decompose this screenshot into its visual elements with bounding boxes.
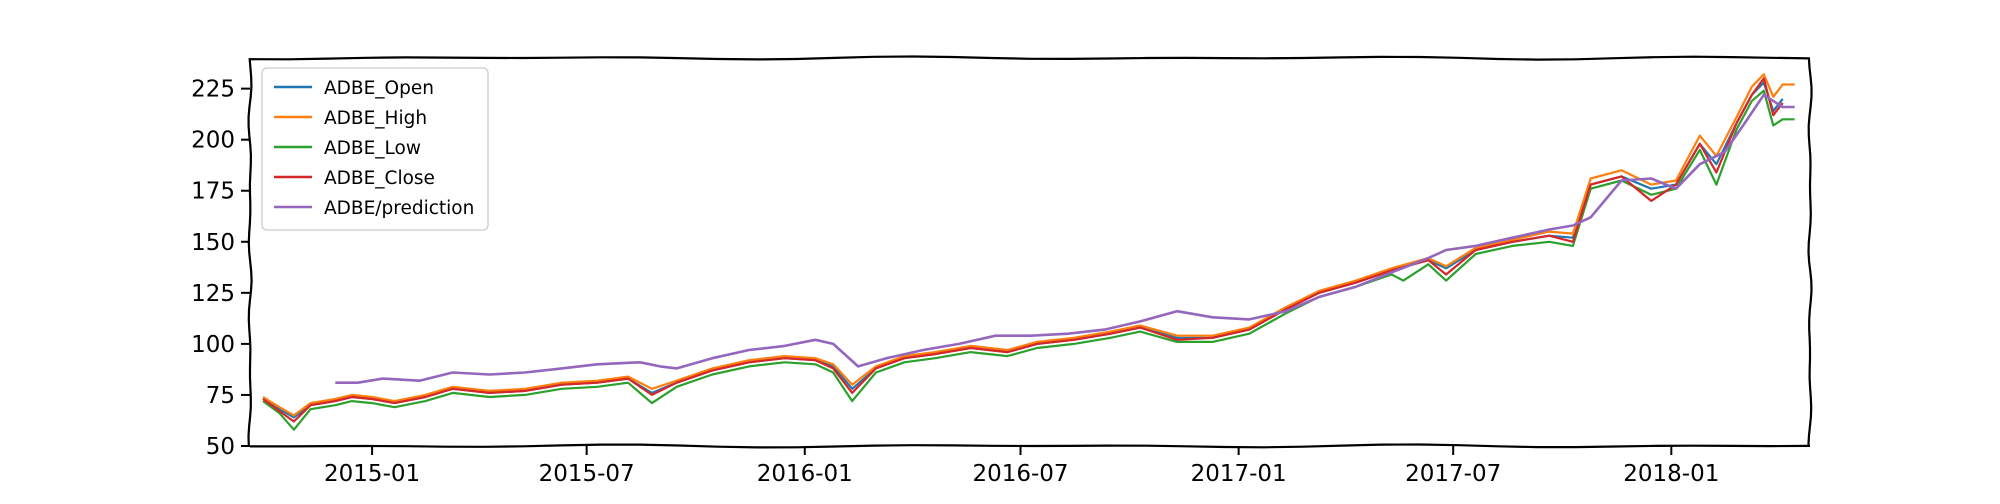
series-line-adbe-close xyxy=(262,77,1784,423)
y-tick-label: 75 xyxy=(206,383,235,409)
legend: ADBE_Open ADBE_High ADBE_Low ADBE_Close ADBE… xyxy=(261,67,489,231)
series-line-adbe-low xyxy=(262,89,1795,431)
axes-frame xyxy=(247,55,1813,449)
series-layer xyxy=(262,73,1795,431)
y-tick-label: 50 xyxy=(206,434,235,460)
x-tick-label: 2015-07 xyxy=(539,461,635,487)
series-line-adbe-prediction xyxy=(335,93,1795,384)
y-tick-label: 150 xyxy=(191,230,235,256)
y-axis: 50 75 100 125 150 175 200 225 xyxy=(191,77,250,460)
x-tick-label: 2016-07 xyxy=(972,461,1068,487)
y-tick-label: 200 xyxy=(191,128,235,154)
y-tick-label: 100 xyxy=(191,332,235,358)
x-axis: 2015-01 2015-07 2016-01 2016-07 2017-01 2017-… xyxy=(324,446,1719,487)
x-tick-label: 2017-01 xyxy=(1191,461,1287,487)
x-tick-label: 2015-01 xyxy=(324,461,420,487)
legend-label: ADBE_Low xyxy=(324,138,421,159)
legend-label: ADBE_Close xyxy=(324,168,435,189)
x-tick-label: 2018-01 xyxy=(1623,461,1719,487)
x-tick-label: 2017-07 xyxy=(1405,461,1501,487)
x-tick-label: 2016-01 xyxy=(757,461,853,487)
legend-box xyxy=(261,67,489,231)
series-line-adbe-open xyxy=(262,81,1784,419)
y-tick-label: 225 xyxy=(191,77,235,103)
y-tick-label: 125 xyxy=(191,281,235,307)
legend-label: ADBE/prediction xyxy=(324,198,474,219)
legend-label: ADBE_Open xyxy=(324,78,434,99)
legend-label: ADBE_High xyxy=(324,108,427,129)
y-tick-label: 175 xyxy=(191,179,235,205)
